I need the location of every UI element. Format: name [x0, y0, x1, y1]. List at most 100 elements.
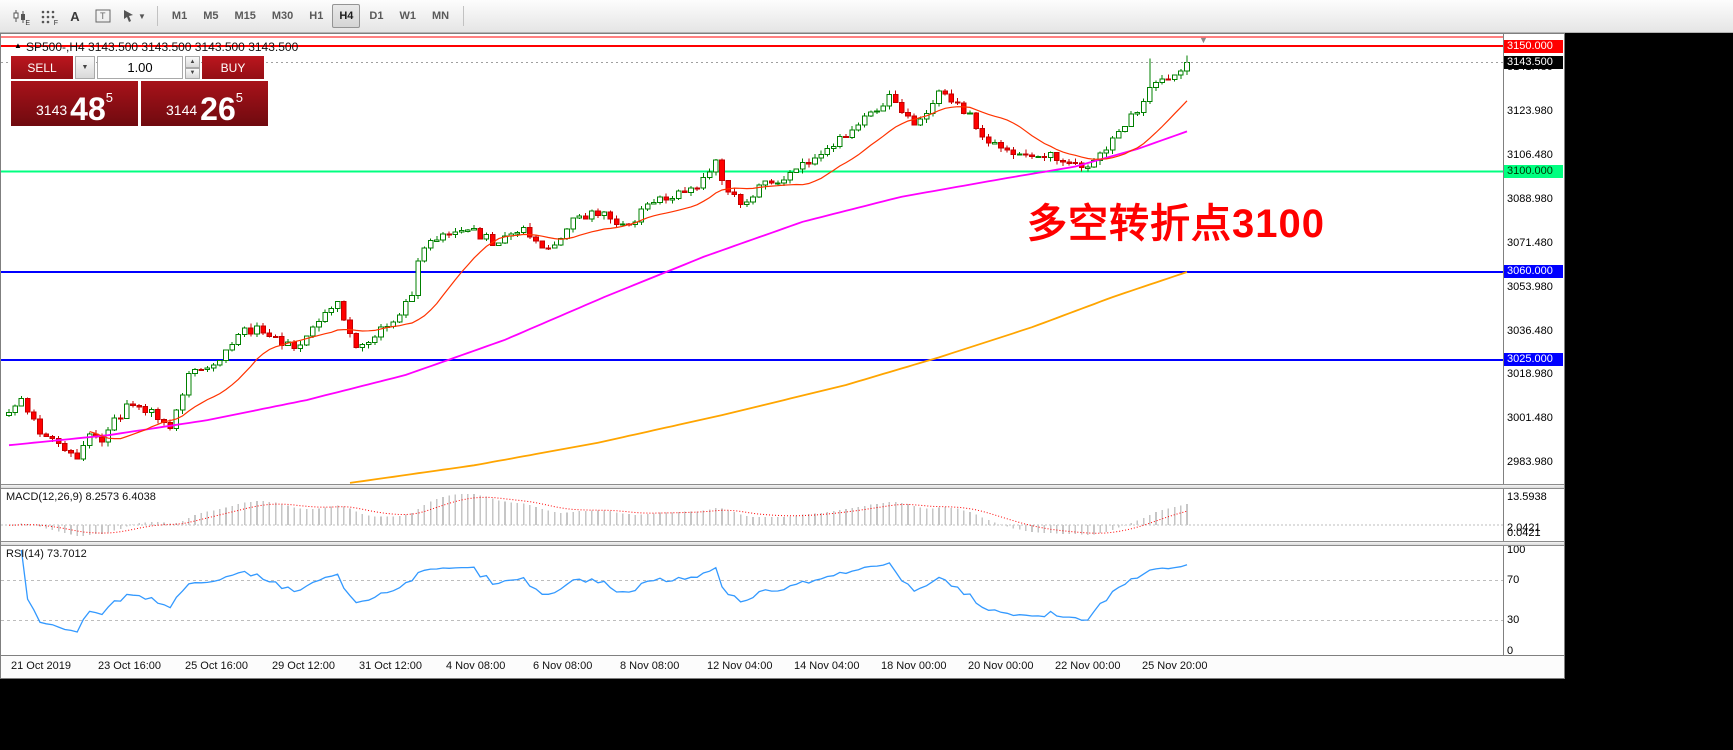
price-axis-badge: 3025.000 [1504, 353, 1563, 366]
text-box-icon[interactable]: T [90, 4, 116, 28]
volume-up-button[interactable]: ▲ [185, 56, 200, 68]
price-axis-label: 0 [1507, 645, 1514, 657]
price-axis-badge: 3150.000 [1504, 40, 1563, 53]
volume-dropdown-button[interactable]: ▼ [75, 56, 95, 79]
macd-pane-canvas[interactable] [1, 489, 1503, 541]
timeframe-button-MN[interactable]: MN [425, 4, 456, 28]
time-axis-label: 8 Nov 08:00 [620, 660, 680, 672]
time-axis-label: 4 Nov 08:00 [446, 660, 506, 672]
rsi-pane-canvas[interactable] [1, 546, 1503, 655]
timeframe-button-D1[interactable]: D1 [362, 4, 390, 28]
price-axis-label: 3001.480 [1507, 412, 1553, 424]
price-axis-label: 3088.980 [1507, 193, 1553, 205]
price-axis-label: 3106.480 [1507, 149, 1553, 161]
time-axis-label: 25 Nov 20:00 [1142, 660, 1208, 672]
time-axis-label: 20 Nov 00:00 [968, 660, 1034, 672]
price-axis-label: 3123.980 [1507, 105, 1553, 117]
chart-ohlc-title: SP500-,H4 3143.500 3143.500 3143.500 314… [26, 40, 299, 54]
time-axis-label: 21 Oct 2019 [11, 660, 71, 672]
sell-button[interactable]: SELL [11, 56, 73, 79]
time-axis-label: 14 Nov 04:00 [794, 660, 860, 672]
volume-input[interactable] [97, 56, 183, 79]
time-axis-label: 31 Oct 12:00 [359, 660, 422, 672]
one-click-trade-panel: SELL ▼ ▲ ▼ BUY 3143 48 5 3144 26 5 [11, 56, 268, 126]
time-axis-label: 29 Oct 12:00 [272, 660, 335, 672]
macd-histogram [14, 494, 1188, 536]
price-axis-badge: 3100.000 [1504, 165, 1563, 178]
sell-price-box[interactable]: 3143 48 5 [11, 81, 138, 126]
icon-sub-label: E [25, 20, 30, 27]
cursor-tools-icon[interactable]: ▼ [118, 4, 150, 28]
price-axis-badge: 3060.000 [1504, 265, 1563, 278]
icon-sub-label: F [53, 20, 58, 27]
timeframe-button-W1[interactable]: W1 [392, 4, 423, 28]
price-axis-label: 3071.480 [1507, 237, 1553, 249]
ma-slow-line [349, 271, 1188, 484]
grid-glyph-icon [41, 10, 54, 23]
sell-price-sup: 5 [105, 90, 113, 105]
timeframe-button-M30[interactable]: M30 [265, 4, 300, 28]
buy-price-box[interactable]: 3144 26 5 [141, 81, 268, 126]
price-axis-label: 13.5938 [1507, 491, 1547, 503]
timeframe-button-H1[interactable]: H1 [302, 4, 330, 28]
price-axis-label: 3018.980 [1507, 368, 1553, 380]
sell-price-big: 48 [70, 90, 106, 127]
time-axis-label: 22 Nov 00:00 [1055, 660, 1121, 672]
textbox-glyph-icon: T [95, 9, 111, 23]
time-axis[interactable]: 21 Oct 2019 23 Oct 16:00 25 Oct 16:00 29 Oc… [1, 655, 1564, 678]
title-marker-icon: ▲ [14, 41, 22, 50]
chart-annotation-text: 多空转折点3100 [1027, 202, 1325, 246]
price-axis-label: 2983.980 [1507, 456, 1553, 468]
buy-price-prefix: 3144 [166, 102, 198, 118]
candles-layer [6, 55, 1190, 461]
pane-splitter[interactable] [1, 541, 1564, 546]
price-chart-canvas[interactable] [1, 34, 1503, 484]
toolbar: E F A T ▼ M1 M5 M15 M30 H1 H4 D1 W1 MN [0, 0, 1733, 33]
cursor-glyph-icon [124, 10, 133, 22]
volume-stepper: ▲ ▼ [185, 56, 200, 79]
ma-fast-line [89, 100, 1188, 440]
timeframe-button-group: M1 M5 M15 M30 H1 H4 D1 W1 MN [164, 4, 457, 28]
time-axis-label: 12 Nov 04:00 [707, 660, 773, 672]
price-axis-label: 3053.980 [1507, 281, 1553, 293]
timeframe-button-H4[interactable]: H4 [332, 4, 361, 28]
font-a-glyph: A [70, 8, 80, 24]
price-axis[interactable]: 3141.4803123.9803106.4803088.9803071.480… [1503, 34, 1564, 657]
timeframe-button-M15[interactable]: M15 [227, 4, 262, 28]
timeframe-button-M1[interactable]: M1 [165, 4, 194, 28]
chart-window: ▲ SP500-,H4 3143.500 3143.500 3143.500 3… [0, 33, 1565, 679]
trade-panel-prices: 3143 48 5 3144 26 5 [11, 81, 268, 126]
rsi-line [20, 549, 1188, 633]
volume-down-button[interactable]: ▼ [185, 67, 200, 79]
price-axis-label: 70 [1507, 574, 1520, 586]
trade-panel-controls: SELL ▼ ▲ ▼ BUY [11, 56, 268, 79]
time-axis-label: 6 Nov 08:00 [533, 660, 593, 672]
time-axis-label: 25 Oct 16:00 [185, 660, 248, 672]
time-axis-label: 18 Nov 00:00 [881, 660, 947, 672]
macd-title: MACD(12,26,9) 8.2573 6.4038 [6, 491, 156, 503]
ma-mid-line [8, 130, 1188, 447]
rsi-title: RSI(14) 73.7012 [6, 548, 87, 560]
price-axis-label: 30 [1507, 614, 1520, 626]
price-axis-label: 3036.480 [1507, 325, 1553, 337]
buy-button[interactable]: BUY [202, 56, 264, 79]
price-axis-label: 100 [1507, 544, 1526, 556]
macd-signal-line [8, 496, 1188, 534]
chart-shift-icon[interactable]: ▼ [1199, 35, 1208, 45]
svg-text:T: T [100, 11, 106, 21]
price-axis-label: 2.0421 [1507, 522, 1541, 534]
pane-splitter[interactable] [1, 484, 1564, 489]
candlestick-chart-icon[interactable]: E [6, 4, 32, 28]
buy-price-big: 26 [200, 90, 236, 127]
buy-price-sup: 5 [235, 90, 243, 105]
toolbar-separator [463, 6, 465, 26]
timeframe-button-M5[interactable]: M5 [196, 4, 225, 28]
sell-price-prefix: 3143 [36, 102, 68, 118]
text-label-icon[interactable]: A [62, 4, 88, 28]
time-axis-label: 23 Oct 16:00 [98, 660, 161, 672]
indicator-grid-icon[interactable]: F [34, 4, 60, 28]
candles-glyph-icon [13, 9, 25, 23]
toolbar-separator [156, 6, 158, 26]
chevron-down-icon: ▼ [138, 11, 146, 21]
